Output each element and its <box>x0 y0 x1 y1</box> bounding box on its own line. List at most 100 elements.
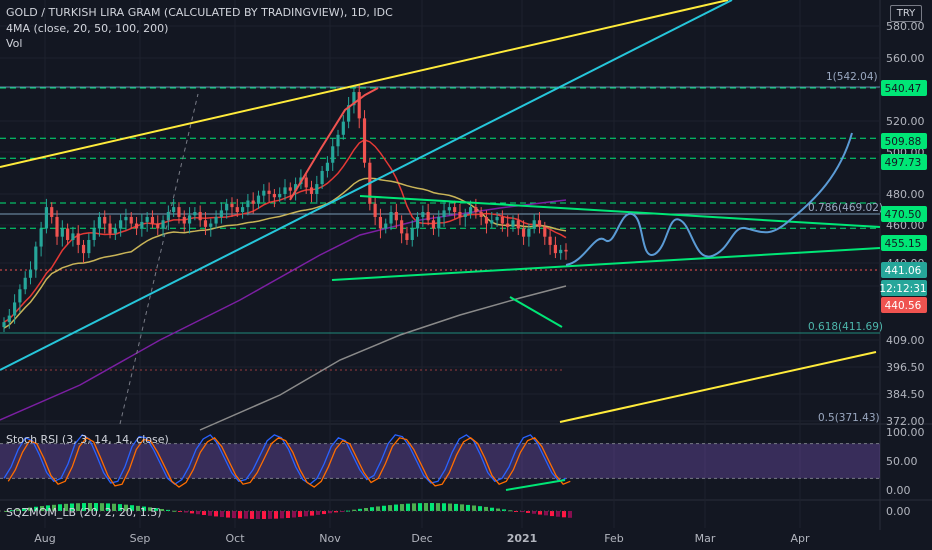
sqz-bar <box>388 505 392 511</box>
candle-body <box>347 105 351 122</box>
sqz-bar <box>172 510 176 512</box>
candle-body <box>453 207 457 213</box>
candle-body <box>87 239 91 254</box>
price-badge-label: 12:12:31 <box>879 283 926 295</box>
price-badge-label: 470.50 <box>885 209 922 221</box>
volume-label[interactable]: Vol <box>6 37 23 50</box>
candle-body <box>23 277 27 290</box>
price-badge-label: 455.15 <box>885 238 922 250</box>
y-tick-label: 520.00 <box>886 115 925 128</box>
sqz-bar <box>148 507 152 511</box>
trend-drawings <box>0 0 881 425</box>
candle-body <box>394 212 398 221</box>
candle-body <box>161 220 165 229</box>
stoch-tick-label: 100.00 <box>886 426 925 439</box>
sqz-bar <box>532 511 536 514</box>
sqz-bar <box>466 504 470 511</box>
candle-body <box>140 221 144 229</box>
candle-body <box>315 184 319 194</box>
candle-body <box>320 170 324 185</box>
time-axis: Aug Sep Oct Nov Dec 2021 Feb Mar Apr <box>34 532 810 545</box>
candle-body <box>166 212 170 221</box>
sqz-bar <box>46 505 50 511</box>
candle-body <box>341 121 345 135</box>
sqz-bar <box>442 503 446 511</box>
sqz-bar <box>508 510 512 512</box>
candle-body <box>564 249 568 252</box>
x-tick-label: Mar <box>695 532 716 545</box>
sqz-bar <box>502 509 506 511</box>
currency-badge[interactable]: TRY <box>890 5 922 22</box>
candle-body <box>490 220 494 224</box>
sqz-bar <box>400 504 404 511</box>
sqz-bar <box>202 511 206 516</box>
sqz-bar <box>100 503 104 511</box>
candle-body <box>113 228 117 234</box>
sqz-bar <box>262 511 266 519</box>
candle-body <box>119 220 123 229</box>
stoch-d-line <box>7 436 571 488</box>
ma-200-line <box>199 285 567 431</box>
price-badge-label: 497.73 <box>885 157 922 169</box>
sqz-bar <box>226 511 230 518</box>
sqz-bar <box>568 511 572 518</box>
candle-body <box>405 233 409 240</box>
price-axis: 580.00560.00540.00520.00500.00480.00460.… <box>879 20 927 428</box>
candle-body <box>309 187 314 194</box>
sqz-bar <box>370 507 374 511</box>
sqz-bar <box>376 506 380 511</box>
candle-body <box>537 220 542 227</box>
candle-body <box>543 226 547 237</box>
candle-body <box>278 193 282 198</box>
candle-body <box>108 223 112 234</box>
sqz-bar <box>16 509 20 511</box>
sqz-bar <box>418 503 422 511</box>
price-badge-label: 441.06 <box>885 265 922 277</box>
candle-body <box>410 228 414 240</box>
candle-body <box>219 210 223 217</box>
sqzmom-pane: 0.00 <box>0 503 911 519</box>
x-tick-label: Feb <box>604 532 623 545</box>
x-tick-label: 2021 <box>507 532 538 545</box>
candle-body <box>81 244 86 254</box>
candle-body <box>384 223 388 229</box>
candle-body <box>479 212 483 217</box>
sqz-bar <box>160 508 164 511</box>
candle-body <box>240 207 245 213</box>
fib-label: 0.618(411.69) <box>808 321 883 333</box>
stoch-divergence-line <box>505 479 566 491</box>
candle-body <box>256 195 261 204</box>
lower-triangle-line <box>331 247 881 281</box>
candle-body <box>18 289 22 303</box>
ma-indicator-label[interactable]: 4MA (close, 20, 50, 100, 200) <box>6 22 169 35</box>
sqz-bar <box>448 503 452 511</box>
sqz-bar <box>430 503 434 511</box>
x-tick-label: Sep <box>130 532 151 545</box>
candle-body <box>442 210 446 217</box>
x-tick-label: Apr <box>790 532 810 545</box>
sqz-bar <box>298 511 302 517</box>
candle-body <box>76 233 80 245</box>
sqz-bar <box>460 504 464 511</box>
stoch-rsi-pane: 100.00 50.00 0.00 <box>0 426 925 497</box>
sqz-bar <box>334 511 338 513</box>
sqz-bar <box>184 511 188 513</box>
sqz-bar <box>274 511 278 519</box>
x-tick-label: Oct <box>225 532 245 545</box>
candle-body <box>50 207 54 217</box>
price-badge <box>881 206 927 222</box>
sqzmom-label[interactable]: SQZMOM_LB (20, 2, 20, 1.5) <box>6 506 162 519</box>
sqz-bar <box>472 505 476 511</box>
sqz-bar <box>268 511 272 519</box>
sqz-bar <box>52 504 56 511</box>
stoch-band <box>0 443 880 479</box>
candle-body <box>421 212 425 217</box>
sqz-bar <box>424 503 428 511</box>
sqz-bar <box>316 511 320 515</box>
candle-body <box>548 236 552 245</box>
stoch-rsi-label[interactable]: Stoch RSI (3, 3, 14, 14, close) <box>6 433 169 446</box>
dashed-vertical-trend <box>119 93 199 425</box>
y-tick-label: 409.00 <box>886 334 925 347</box>
y-tick-label: 580.00 <box>886 20 925 33</box>
